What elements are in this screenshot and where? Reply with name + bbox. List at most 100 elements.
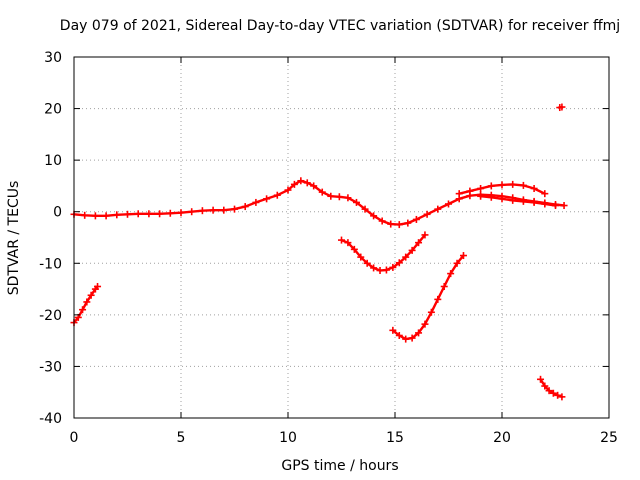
data-point xyxy=(81,211,89,219)
data-point xyxy=(487,182,495,190)
data-point xyxy=(79,306,87,314)
data-point xyxy=(387,220,395,228)
data-point xyxy=(156,210,164,218)
x-axis-label: GPS time / hours xyxy=(281,458,398,474)
data-point xyxy=(395,259,403,267)
data-point xyxy=(177,209,185,217)
y-axis-label: SDTVAR / TECUs xyxy=(6,181,22,296)
data-point xyxy=(558,103,566,111)
data-point xyxy=(545,387,553,395)
data-point xyxy=(440,282,448,290)
data-point xyxy=(389,326,397,334)
x-tick-label: 0 xyxy=(70,430,79,446)
data-point xyxy=(447,270,455,278)
data-point xyxy=(166,209,174,217)
data-point xyxy=(560,202,568,210)
data-point xyxy=(273,191,281,199)
series-arc-d xyxy=(477,192,559,210)
data-point xyxy=(498,195,506,203)
data-point xyxy=(402,335,410,343)
data-point xyxy=(477,192,485,200)
data-point xyxy=(134,210,142,218)
data-point xyxy=(445,200,452,208)
data-point xyxy=(408,334,416,342)
data-point xyxy=(395,221,403,229)
data-point xyxy=(509,180,517,188)
data-point xyxy=(83,298,91,306)
data-point xyxy=(124,210,131,218)
data-point xyxy=(552,202,559,210)
data-point xyxy=(421,231,429,239)
data-point xyxy=(220,206,228,214)
data-point xyxy=(290,180,298,188)
data-series xyxy=(70,103,568,401)
series-arc-f xyxy=(389,252,467,343)
data-point xyxy=(541,382,549,390)
series-line xyxy=(391,254,465,341)
data-point xyxy=(352,198,360,206)
data-point xyxy=(382,266,390,274)
y-tick-label: 30 xyxy=(44,50,62,66)
grid-lines xyxy=(74,57,609,418)
data-point xyxy=(263,195,271,203)
data-point xyxy=(297,177,305,185)
data-point xyxy=(335,193,343,201)
chart-title: Day 079 of 2021, Sidereal Day-to-day VTE… xyxy=(60,18,620,34)
data-point xyxy=(87,291,95,299)
data-point xyxy=(404,219,412,227)
x-tick-label: 20 xyxy=(493,430,511,446)
data-point xyxy=(370,212,378,220)
data-point xyxy=(344,194,352,202)
data-point xyxy=(395,331,403,339)
data-point xyxy=(408,246,416,254)
series-arc-a xyxy=(70,282,102,327)
data-point xyxy=(231,205,238,213)
y-tick-label: -10 xyxy=(39,256,62,272)
data-point xyxy=(145,210,153,218)
data-point xyxy=(455,190,463,198)
data-point xyxy=(310,182,318,190)
series-arc-g xyxy=(537,375,566,401)
data-point xyxy=(327,192,335,200)
data-point xyxy=(252,198,260,206)
data-point xyxy=(427,308,435,316)
data-point xyxy=(477,185,485,193)
data-point xyxy=(284,186,292,194)
data-point xyxy=(415,239,423,247)
x-tick-label: 15 xyxy=(386,430,404,446)
data-point xyxy=(537,375,545,383)
data-point xyxy=(412,215,420,223)
data-point xyxy=(198,207,206,215)
series-arc-c xyxy=(455,180,549,198)
data-point xyxy=(415,329,423,337)
y-tick-label: 20 xyxy=(44,102,62,118)
data-point xyxy=(558,393,566,401)
y-tick-label: -30 xyxy=(39,359,62,375)
series-line xyxy=(539,378,564,399)
data-point xyxy=(344,239,352,247)
data-point xyxy=(376,267,384,275)
data-point xyxy=(402,253,410,261)
data-point xyxy=(519,181,527,189)
data-point xyxy=(509,196,517,204)
data-point xyxy=(453,259,461,267)
data-point xyxy=(423,210,431,218)
data-point xyxy=(241,203,249,211)
data-point xyxy=(91,212,99,220)
data-point xyxy=(350,245,358,253)
y-tick-label: 0 xyxy=(53,205,62,221)
data-point xyxy=(389,263,397,271)
data-point xyxy=(338,236,345,244)
plot-frame xyxy=(73,56,610,419)
data-point xyxy=(318,188,326,196)
data-point xyxy=(357,253,365,261)
data-point xyxy=(498,181,506,189)
data-point xyxy=(554,391,562,399)
data-point xyxy=(541,190,549,198)
data-point xyxy=(303,179,311,187)
data-point xyxy=(188,208,196,216)
data-point xyxy=(209,206,217,214)
data-point xyxy=(113,211,121,219)
data-point xyxy=(94,282,102,290)
data-point xyxy=(363,259,371,267)
